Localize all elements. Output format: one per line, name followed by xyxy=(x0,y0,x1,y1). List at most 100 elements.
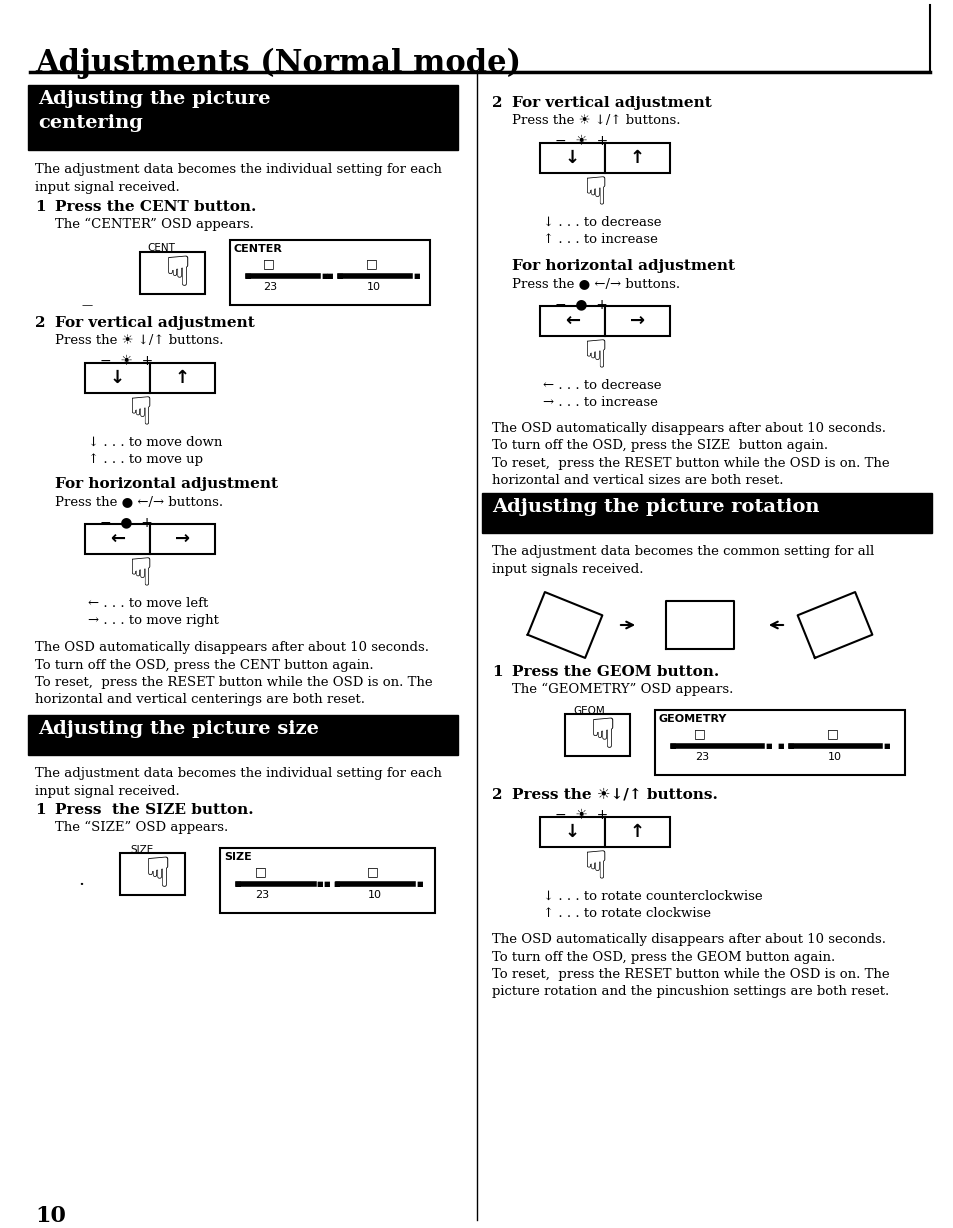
Text: ■: ■ xyxy=(326,273,333,279)
Text: ←: ← xyxy=(564,312,579,330)
Text: Press the ☀ ↓/↑ buttons.: Press the ☀ ↓/↑ buttons. xyxy=(55,334,223,348)
Text: To reset,  press the RESET button while the OSD is on. The
horizontal and vertic: To reset, press the RESET button while t… xyxy=(35,675,432,706)
Text: 10: 10 xyxy=(367,281,380,292)
Text: Adjusting the picture size: Adjusting the picture size xyxy=(38,720,318,738)
Text: 1: 1 xyxy=(35,200,46,214)
Text: Press the CENT button.: Press the CENT button. xyxy=(55,200,256,214)
Text: ■: ■ xyxy=(233,880,240,887)
Text: □: □ xyxy=(366,257,377,270)
Text: The “SIZE” OSD appears.: The “SIZE” OSD appears. xyxy=(55,822,228,834)
Text: ↑: ↑ xyxy=(629,149,644,167)
Bar xyxy=(230,239,430,305)
Text: ↑ . . . to move up: ↑ . . . to move up xyxy=(88,453,203,465)
Text: ↑: ↑ xyxy=(174,368,190,387)
Text: ■: ■ xyxy=(668,743,675,749)
Bar xyxy=(604,142,669,173)
Text: ↑ . . . to increase: ↑ . . . to increase xyxy=(542,233,658,246)
Text: The OSD automatically disappears after about 10 seconds.
To turn off the OSD, pr: The OSD automatically disappears after a… xyxy=(35,641,429,672)
Text: 1: 1 xyxy=(492,666,502,679)
Text: →: → xyxy=(174,530,190,548)
Bar xyxy=(120,853,185,895)
Text: CENTER: CENTER xyxy=(233,244,283,254)
Text: ■: ■ xyxy=(413,273,419,279)
Text: 10: 10 xyxy=(826,752,841,761)
Text: ■: ■ xyxy=(776,743,782,749)
Text: 2: 2 xyxy=(35,316,46,330)
Text: ← . . . to decrease: ← . . . to decrease xyxy=(542,379,660,392)
Text: 2: 2 xyxy=(492,96,502,111)
Text: —: — xyxy=(82,300,93,309)
Bar xyxy=(150,363,214,393)
Text: −  ☀  +: − ☀ + xyxy=(555,134,608,149)
Text: ☞: ☞ xyxy=(576,716,618,753)
Text: → . . . to increase: → . . . to increase xyxy=(542,395,658,409)
Text: For vertical adjustment: For vertical adjustment xyxy=(512,96,711,111)
Text: ↓: ↓ xyxy=(564,823,579,841)
Text: ↑ . . . to rotate clockwise: ↑ . . . to rotate clockwise xyxy=(542,907,710,920)
Text: ·: · xyxy=(78,876,84,894)
Bar xyxy=(140,252,205,293)
Bar xyxy=(539,306,604,336)
Text: ■: ■ xyxy=(764,743,771,749)
Text: For vertical adjustment: For vertical adjustment xyxy=(55,316,254,330)
Text: ☞: ☞ xyxy=(116,395,153,430)
Bar xyxy=(564,713,629,756)
Bar xyxy=(604,306,669,336)
Text: □: □ xyxy=(262,257,274,270)
Text: ■: ■ xyxy=(335,273,342,279)
Text: ☞: ☞ xyxy=(571,176,608,210)
Text: 2: 2 xyxy=(492,788,502,802)
Text: −  ☀  +: − ☀ + xyxy=(555,808,608,822)
Text: CENT: CENT xyxy=(147,243,174,253)
Text: ■: ■ xyxy=(416,880,423,887)
Text: □: □ xyxy=(825,727,838,740)
Text: ■: ■ xyxy=(244,273,251,279)
Text: 23: 23 xyxy=(263,281,277,292)
Text: GEOMETRY: GEOMETRY xyxy=(659,713,726,725)
Text: ↓: ↓ xyxy=(564,149,579,167)
Text: SIZE: SIZE xyxy=(224,852,252,862)
Text: The “CENTER” OSD appears.: The “CENTER” OSD appears. xyxy=(55,219,253,231)
Bar xyxy=(539,817,604,847)
Text: −  ●  +: − ● + xyxy=(100,515,152,529)
Text: Press the ☀↓/↑ buttons.: Press the ☀↓/↑ buttons. xyxy=(512,788,717,802)
Text: ↓ . . . to decrease: ↓ . . . to decrease xyxy=(542,216,660,228)
Text: ■: ■ xyxy=(882,743,889,749)
Text: Adjustments (Normal mode): Adjustments (Normal mode) xyxy=(35,48,520,80)
Text: Press the GEOM button.: Press the GEOM button. xyxy=(512,666,719,679)
Text: ■: ■ xyxy=(786,743,793,749)
Text: □: □ xyxy=(366,866,378,878)
Text: To reset,  press the RESET button while the OSD is on. The
horizontal and vertic: To reset, press the RESET button while t… xyxy=(492,457,889,488)
Text: GEOM: GEOM xyxy=(573,706,604,716)
Text: □: □ xyxy=(694,727,705,740)
Text: To reset,  press the RESET button while the OSD is on. The
picture rotation and : To reset, press the RESET button while t… xyxy=(492,968,889,998)
Text: The adjustment data becomes the common setting for all
input signals received.: The adjustment data becomes the common s… xyxy=(492,545,873,576)
Text: → . . . to move right: → . . . to move right xyxy=(88,614,218,628)
Bar xyxy=(28,85,457,150)
Text: →: → xyxy=(629,312,644,330)
Text: Press the ● ←/→ buttons.: Press the ● ←/→ buttons. xyxy=(55,495,223,508)
Text: Press  the SIZE button.: Press the SIZE button. xyxy=(55,803,253,817)
Bar xyxy=(539,142,604,173)
Text: ☞: ☞ xyxy=(571,338,608,373)
Bar xyxy=(220,849,435,912)
Text: 10: 10 xyxy=(367,890,381,900)
Bar xyxy=(655,710,904,775)
Text: 23: 23 xyxy=(255,890,270,900)
Text: ←: ← xyxy=(110,530,125,548)
Text: □: □ xyxy=(254,866,266,878)
Bar xyxy=(28,715,457,755)
Bar xyxy=(150,524,214,554)
Text: −  ☀  +: − ☀ + xyxy=(100,354,153,368)
Text: ↓: ↓ xyxy=(110,368,125,387)
Text: ↓ . . . to rotate counterclockwise: ↓ . . . to rotate counterclockwise xyxy=(542,890,761,903)
Text: ■: ■ xyxy=(320,273,327,279)
Text: For horizontal adjustment: For horizontal adjustment xyxy=(55,476,277,491)
Text: Press the ● ←/→ buttons.: Press the ● ←/→ buttons. xyxy=(512,278,679,290)
Text: ☞: ☞ xyxy=(571,849,608,884)
Text: ■: ■ xyxy=(323,880,330,887)
Text: ■: ■ xyxy=(316,880,323,887)
Text: The OSD automatically disappears after about 10 seconds.
To turn off the OSD, pr: The OSD automatically disappears after a… xyxy=(492,422,885,452)
Bar xyxy=(85,524,150,554)
Text: For horizontal adjustment: For horizontal adjustment xyxy=(512,259,734,273)
